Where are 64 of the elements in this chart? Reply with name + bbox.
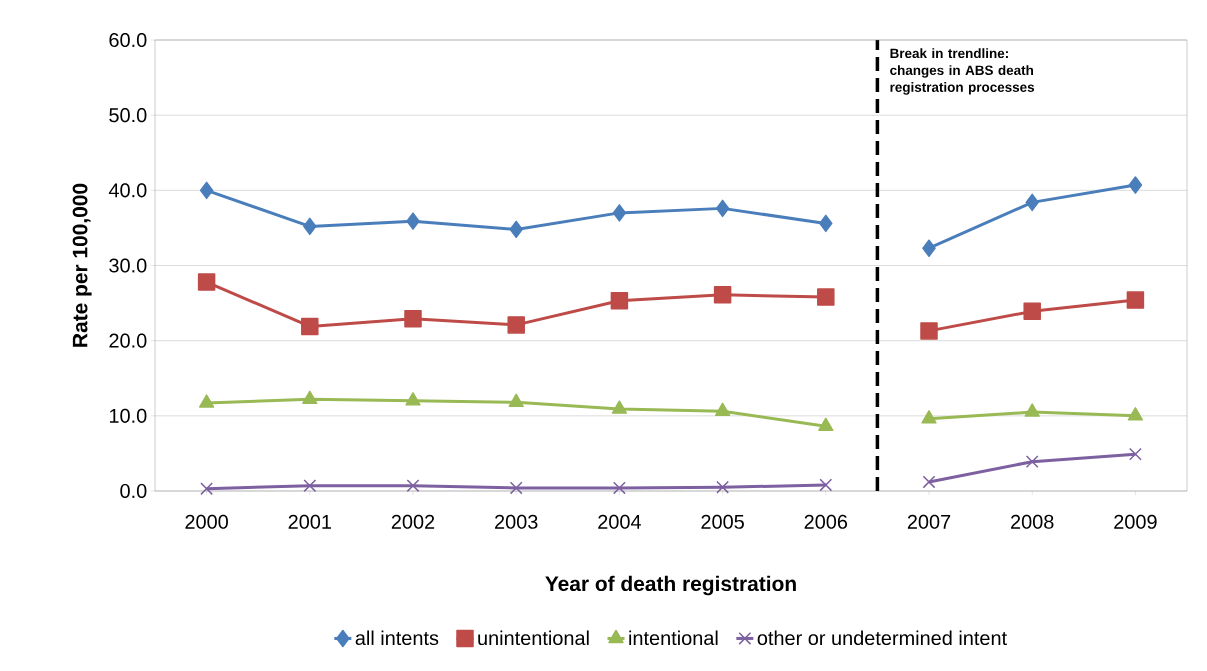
x-tick-label: 2003 <box>495 514 538 529</box>
point <box>817 288 835 306</box>
point <box>507 316 525 334</box>
x-axis-title: Year of death registration <box>545 575 796 596</box>
point <box>922 239 936 257</box>
point <box>1025 455 1039 469</box>
legend-label: intentional <box>629 630 718 646</box>
x-tick-label: 2000 <box>185 514 228 529</box>
point <box>611 400 628 414</box>
y-tick-label: 40.0 <box>108 183 147 198</box>
x-tick-label: 2008 <box>1011 514 1054 529</box>
point <box>406 212 420 230</box>
point <box>509 220 523 239</box>
legend-label: other or undetermined intent <box>757 630 1007 646</box>
point <box>302 390 318 405</box>
ref-line-label: Break in trendline: changes in ABS death registration processes <box>890 48 1035 95</box>
legend-label: all intents <box>355 630 439 646</box>
point <box>819 478 833 492</box>
point <box>1023 302 1041 321</box>
y-tick-label: 10.0 <box>109 408 147 423</box>
point <box>713 286 732 304</box>
x-tick-label: 2002 <box>391 514 435 529</box>
y-tick-label: 20.0 <box>109 333 147 348</box>
point <box>819 214 833 233</box>
point <box>1128 176 1143 194</box>
point <box>508 393 524 408</box>
point <box>613 481 626 495</box>
point <box>1025 193 1039 212</box>
point <box>301 317 319 336</box>
point <box>405 392 421 406</box>
point <box>509 481 523 495</box>
x-tick-label: 2001 <box>288 514 331 529</box>
point <box>920 322 938 340</box>
x-tick-label: 2004 <box>598 514 641 529</box>
point <box>303 479 317 493</box>
y-tick-label: 0.0 <box>120 483 147 499</box>
point <box>1127 407 1144 421</box>
y-tick-label: 60.0 <box>109 32 147 48</box>
point <box>818 417 834 432</box>
point <box>404 310 422 328</box>
point <box>714 402 731 417</box>
point <box>922 475 936 489</box>
x-tick-label: 2007 <box>907 514 951 529</box>
y-tick-label: 50.0 <box>109 108 147 123</box>
point <box>1126 291 1145 309</box>
point <box>610 292 629 310</box>
legend-label: unintentional <box>478 630 589 646</box>
point <box>1129 447 1142 461</box>
point <box>921 410 937 424</box>
point <box>716 480 730 494</box>
x-tick-label: 2006 <box>804 514 848 529</box>
y-axis-title: Rate per 100,000 <box>72 183 92 347</box>
point <box>303 217 317 236</box>
point <box>406 479 420 493</box>
y-tick-label: 30.0 <box>109 258 147 273</box>
point <box>198 394 215 408</box>
point <box>1024 403 1040 417</box>
x-tick-label: 2005 <box>701 514 744 529</box>
point <box>612 204 627 222</box>
point <box>199 181 214 200</box>
point <box>197 273 216 291</box>
point <box>715 199 730 218</box>
x-tick-label: 2009 <box>1114 514 1157 529</box>
point <box>200 482 214 496</box>
